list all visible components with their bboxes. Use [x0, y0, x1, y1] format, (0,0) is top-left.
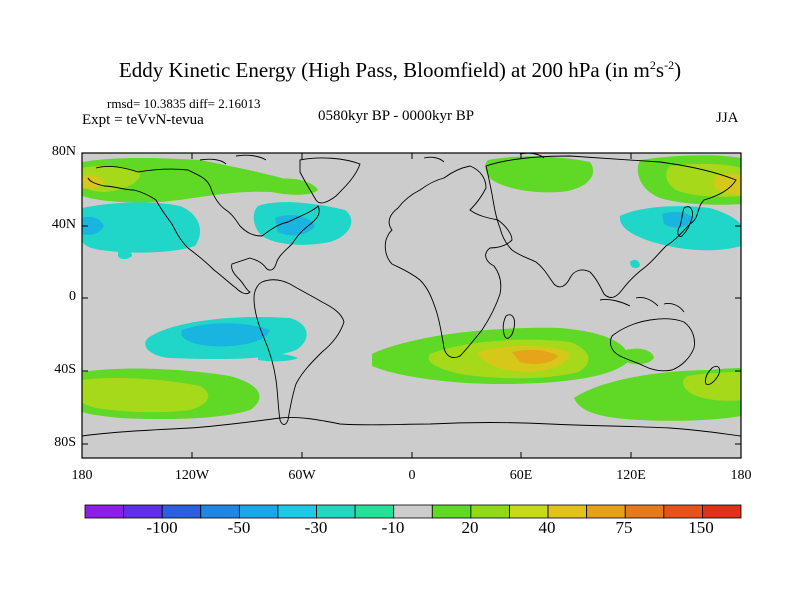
lat-tick-40s: 40S [54, 362, 76, 377]
colorbar-label-40: 40 [538, 518, 556, 537]
field-yellowgreen-s-ocean-east [683, 372, 741, 401]
colorbar-swatch [84, 504, 124, 519]
period-label: 0580kyr BP - 0000kyr BP [318, 108, 475, 124]
colorbar-swatch [624, 504, 665, 519]
coast-australia [609, 318, 695, 372]
experiment-label: Expt = teVvN-tevua [82, 112, 204, 128]
field-cyan-small-s-pacific [258, 353, 298, 362]
lon-tick-180w: 180 [71, 468, 93, 483]
coast-new-zealand [705, 365, 721, 385]
field-cyan-small-gulf [118, 249, 132, 259]
field-green-s-australia [620, 348, 654, 365]
colorbar-swatch [663, 504, 703, 519]
anomaly-fields [82, 155, 741, 421]
colorbar-swatch [586, 504, 626, 519]
coast-greenland [299, 157, 361, 204]
field-cyan-dark-nw-pacific [662, 212, 694, 228]
field-cyan-dark-s-pacific [181, 323, 270, 347]
lat-tick-80n: 80N [51, 144, 76, 159]
coast-arctic-islands [199, 153, 545, 165]
field-green-n-pacific [82, 158, 301, 203]
field-cyan-n-pacific [82, 202, 200, 253]
coast-north-america [87, 165, 320, 295]
colorbar-label-150: 150 [688, 518, 714, 537]
colorbar [84, 504, 742, 519]
coast-antarctica [82, 417, 741, 437]
lat-tick-80s: 80S [54, 435, 76, 450]
coast-europe-africa [384, 165, 513, 359]
coast-indonesia [599, 297, 685, 313]
field-cyan-dark-n-atlantic [275, 215, 315, 236]
coast-madagascar [502, 314, 515, 339]
coast-asia [485, 155, 737, 298]
title-text-end: ) [674, 58, 682, 82]
colorbar-swatch [354, 504, 395, 519]
colorbar-swatch [238, 504, 279, 519]
colorbar-swatch [200, 504, 240, 519]
coastlines [82, 153, 741, 437]
field-green-siberia [485, 156, 594, 193]
coast-south-america [253, 279, 345, 425]
colorbar-label-neg10: -10 [381, 518, 405, 537]
chart-title: Eddy Kinetic Energy (High Pass, Bloomfie… [0, 58, 800, 83]
season-label: JJA [716, 110, 739, 126]
colorbar-swatch [161, 504, 202, 519]
field-yellowgreen-s-pacific [82, 378, 209, 413]
field-cyan-india [630, 259, 640, 269]
colorbar-swatch [316, 504, 356, 519]
lon-tick-60e: 60E [509, 468, 533, 483]
colorbar-swatch [509, 504, 549, 519]
lon-tick-180e: 180 [730, 468, 752, 483]
colorbar-swatch [470, 504, 510, 519]
colorbar-swatch [393, 504, 433, 519]
axis-ticks [81, 152, 742, 458]
colorbar-label-neg30: -30 [304, 518, 328, 537]
title-text: Eddy Kinetic Energy (High Pass, Bloomfie… [118, 58, 650, 82]
lat-tick-40n: 40N [51, 217, 76, 232]
title-text-mid: s [655, 58, 665, 82]
lon-tick-120w: 120W [174, 468, 210, 483]
lon-tick-0: 0 [408, 468, 416, 483]
field-orange-s-indian [512, 349, 558, 364]
colorbar-label-neg100: -100 [146, 518, 178, 537]
lon-tick-60w: 60W [288, 468, 316, 483]
colorbar-label-20: 20 [461, 518, 479, 537]
colorbar-swatch [547, 504, 588, 519]
colorbar-label-75: 75 [615, 518, 633, 537]
lat-tick-0: 0 [69, 289, 76, 304]
statistics-text: rmsd= 10.3835 diff= 2.16013 [107, 96, 261, 111]
coast-japan [677, 206, 693, 237]
title-superscript-2: -2 [664, 58, 675, 72]
colorbar-swatch [277, 504, 317, 519]
colorbar-swatch [702, 504, 742, 519]
field-cyan-dark-n-pacific [82, 216, 104, 235]
field-cyan-nw-pacific [619, 206, 741, 251]
colorbar-label-neg50: -50 [227, 518, 251, 537]
colorbar-swatch [123, 504, 163, 519]
lon-tick-120e: 120E [616, 468, 646, 483]
title-superscript-1: 2 [649, 58, 656, 72]
colorbar-swatch [431, 504, 472, 519]
